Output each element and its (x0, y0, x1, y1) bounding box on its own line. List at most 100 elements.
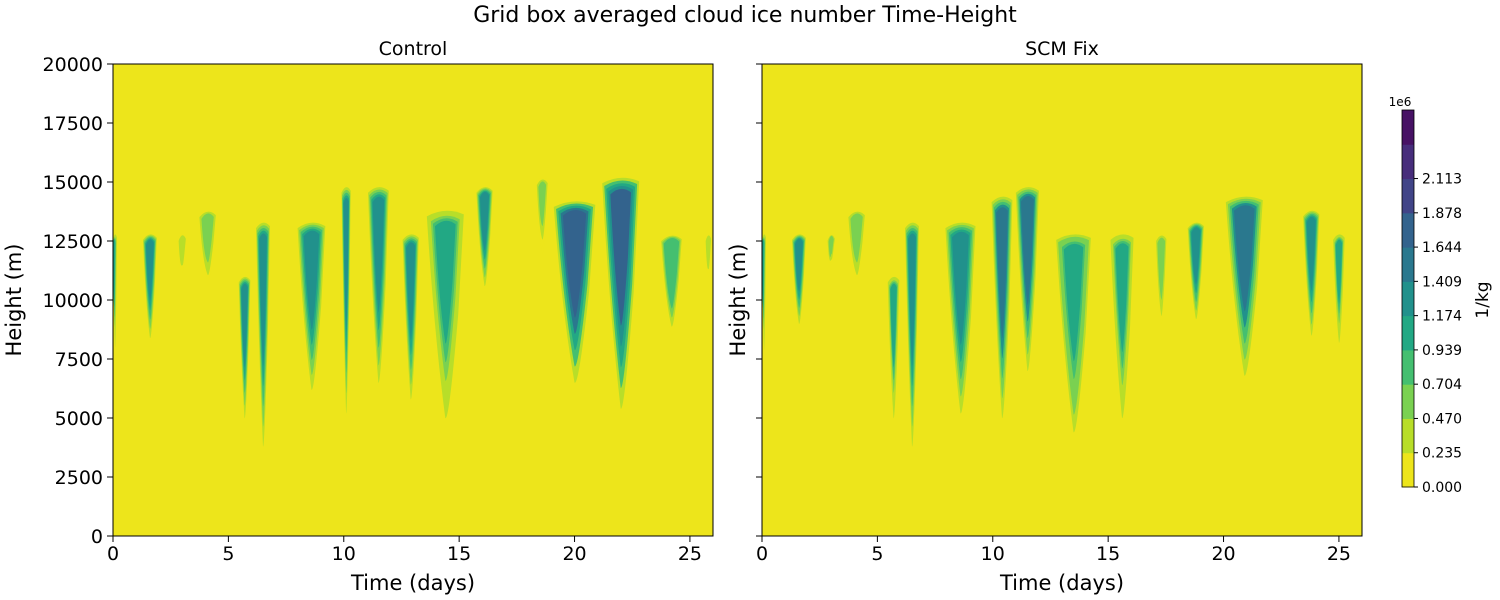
panel-control: Control 0 5 10 15 20 25 0 2500 5000 7500 10000 125… (2, 38, 714, 595)
heatmap-control (113, 64, 713, 536)
cloud-contour (1191, 227, 1201, 285)
x-ticks-control: 0 5 10 15 20 25 (107, 536, 702, 565)
y-tick-label: 12500 (43, 231, 103, 253)
cloud-contour (113, 239, 116, 307)
colorbar-band (1402, 384, 1414, 419)
cloud-contour (480, 191, 490, 251)
colorbar-band (1402, 452, 1414, 488)
x-tick-label: 10 (332, 543, 356, 565)
cloud-event (341, 187, 351, 414)
panel-title-scm-fix: SCM Fix (1025, 38, 1099, 60)
cloud-contour (259, 233, 267, 366)
cloud-event (177, 234, 187, 273)
cloud-contour (434, 220, 456, 344)
y-tick-label: 5000 (55, 408, 103, 430)
cloud-event (1015, 187, 1039, 371)
cloud-event (945, 222, 976, 414)
cloud-contour (828, 235, 834, 258)
cloud-event (553, 201, 596, 383)
cloud-contour (795, 238, 803, 292)
cloud-event (847, 210, 866, 282)
colorbar-band (1402, 315, 1414, 351)
colorbar-tick-label: 0.704 (1422, 377, 1462, 393)
cloud-contour (202, 214, 213, 257)
cloud-contour (303, 230, 320, 330)
x-tick-label: 20 (1211, 543, 1235, 565)
colorbar-ticks: 0.000 0.235 0.470 0.704 0.939 1.174 1.409 1.644… (1414, 172, 1462, 496)
cloud-contour (146, 239, 154, 301)
colorbar-tick-label: 2.113 (1422, 172, 1462, 188)
cloud-contour (908, 233, 916, 366)
cloud-contour (1233, 205, 1255, 312)
colorbar-tick-label: 0.470 (1422, 411, 1462, 427)
colorbar-band (1402, 144, 1414, 180)
y-tick-label: 17500 (43, 113, 103, 135)
cloud-event (113, 234, 118, 348)
cloud-contour (952, 231, 969, 345)
y-tick-label: 15000 (43, 172, 103, 194)
cloud-event (991, 196, 1013, 419)
x-axis-label-scm-fix: Time (days) (999, 571, 1124, 595)
cloud-event (659, 234, 683, 336)
cloud-event (602, 177, 640, 409)
cloud-contour (562, 210, 587, 318)
x-tick-label: 25 (678, 543, 702, 565)
panel-title-control: Control (379, 38, 448, 60)
cloud-contour (538, 181, 547, 227)
cloud-event (238, 276, 251, 419)
colorbar-scale-label: 1e6 (1389, 95, 1412, 109)
cloud-event (762, 234, 767, 350)
colorbar-tick-label: 0.000 (1422, 480, 1462, 496)
colorbar-tick-label: 1.644 (1422, 240, 1462, 256)
cloud-event (256, 222, 270, 447)
y-ticks-control: 0 2500 5000 7500 10000 12500 15000 17500 20000 (43, 54, 113, 548)
y-ticks-scm-fix (756, 63, 762, 537)
colorbar-tick-label: 1.409 (1422, 274, 1462, 290)
y-tick-label: 10000 (43, 290, 103, 312)
colorbar-band (1402, 247, 1414, 282)
cloud-contour (1063, 243, 1084, 362)
figure-title: Grid box averaged cloud ice number Time-… (473, 3, 1017, 28)
cloud-event (1110, 234, 1134, 419)
y-axis-label-scm-fix: Height (m) (726, 244, 750, 357)
colorbar-frame (1401, 109, 1415, 488)
y-tick-label: 0 (91, 526, 103, 548)
cloud-event (143, 234, 157, 339)
cloud-contour (1115, 243, 1129, 352)
x-tick-label: 20 (562, 543, 586, 565)
x-tick-label: 5 (222, 543, 234, 565)
colorbar-tick-label: 0.235 (1422, 446, 1462, 462)
x-tick-label: 10 (981, 543, 1005, 565)
colorbar-band (1402, 212, 1414, 248)
cloud-event (198, 210, 217, 282)
cloud-event (887, 276, 900, 419)
cloud-contour (179, 236, 185, 261)
colorbar-bands (1402, 110, 1414, 488)
y-axis-label-control: Height (m) (2, 244, 26, 357)
cloud-contour (1335, 239, 1343, 304)
cloud-event (1187, 222, 1204, 320)
cloud-contour (665, 239, 678, 300)
y-tick-label: 20000 (43, 54, 103, 76)
cloud-contour (996, 207, 1008, 339)
cloud-event (476, 187, 493, 287)
cloud-event (905, 222, 919, 447)
cloud-contour (890, 283, 897, 368)
cloud-event (426, 210, 464, 419)
cloud-event (402, 234, 419, 400)
cloud-event (704, 234, 712, 277)
heatmap-scm-fix (762, 64, 1362, 536)
cloud-contour (851, 214, 862, 257)
x-ticks-scm-fix: 0 5 10 15 20 25 (756, 536, 1351, 565)
cloud-contour (762, 239, 765, 309)
x-axis-label-control: Time (days) (350, 571, 475, 595)
colorbar: 0.000 0.235 0.470 0.704 0.939 1.174 1.409 1.644… (1389, 95, 1493, 496)
cloud-contour (1306, 216, 1316, 291)
x-tick-label: 0 (756, 543, 768, 565)
colorbar-tick-label: 0.939 (1422, 343, 1462, 359)
x-tick-label: 15 (447, 543, 471, 565)
x-tick-label: 25 (1327, 543, 1351, 565)
cloud-event (826, 234, 836, 266)
colorbar-band (1402, 110, 1414, 145)
